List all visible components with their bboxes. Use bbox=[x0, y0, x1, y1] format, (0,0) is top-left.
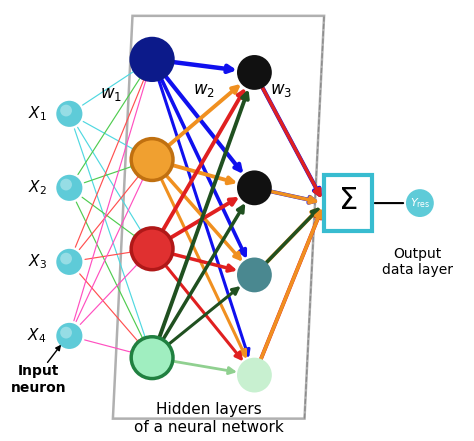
Text: Input
neuron: Input neuron bbox=[11, 364, 67, 395]
Circle shape bbox=[56, 101, 82, 127]
Circle shape bbox=[131, 228, 173, 270]
Text: $w_3$: $w_3$ bbox=[270, 81, 292, 99]
Text: $w_1$: $w_1$ bbox=[100, 85, 122, 103]
Text: Output
data layer: Output data layer bbox=[382, 247, 453, 277]
Circle shape bbox=[131, 38, 173, 80]
Circle shape bbox=[56, 175, 82, 201]
Text: $X_2$: $X_2$ bbox=[28, 179, 47, 197]
Circle shape bbox=[56, 249, 82, 275]
Circle shape bbox=[60, 179, 72, 191]
Circle shape bbox=[131, 337, 173, 378]
Circle shape bbox=[237, 358, 272, 392]
Text: Hidden layers
of a neural network: Hidden layers of a neural network bbox=[134, 402, 283, 435]
Circle shape bbox=[60, 105, 72, 116]
Circle shape bbox=[406, 189, 434, 217]
Circle shape bbox=[237, 258, 272, 292]
Text: $X_1$: $X_1$ bbox=[28, 105, 47, 123]
Circle shape bbox=[237, 55, 272, 90]
Circle shape bbox=[56, 323, 82, 349]
FancyBboxPatch shape bbox=[324, 175, 372, 232]
Text: $X_3$: $X_3$ bbox=[28, 253, 47, 271]
Text: $w_2$: $w_2$ bbox=[193, 81, 215, 99]
Circle shape bbox=[237, 170, 272, 205]
Circle shape bbox=[60, 253, 72, 265]
Text: $Y_{\rm res}$: $Y_{\rm res}$ bbox=[410, 196, 430, 210]
Circle shape bbox=[60, 327, 72, 339]
Circle shape bbox=[131, 138, 173, 180]
Text: $X_4$: $X_4$ bbox=[27, 326, 47, 345]
Text: $\Sigma$: $\Sigma$ bbox=[338, 187, 358, 215]
